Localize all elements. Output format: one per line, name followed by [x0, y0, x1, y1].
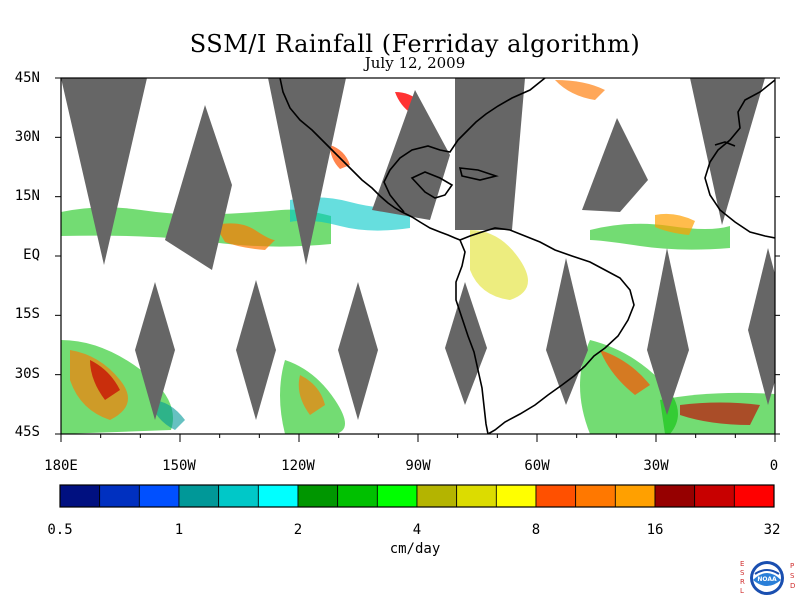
- colorbar-swatch: [733, 484, 775, 508]
- lat-label-45n: 45N: [14, 70, 40, 86]
- colorbar-swatch: [376, 484, 418, 508]
- lat-label-15n: 15N: [14, 188, 40, 204]
- logo-letter: S: [740, 569, 745, 577]
- colorbar-swatch: [138, 484, 180, 508]
- colorbar-swatch: [495, 484, 537, 508]
- colorbar-swatch: [535, 484, 577, 508]
- colorbar-swatch: [59, 484, 101, 508]
- colorbar-label-0-5: 0.5: [47, 522, 73, 538]
- logo-letter: E: [740, 560, 744, 568]
- rain-patches: [61, 80, 775, 434]
- map-date: July 12, 2009: [364, 54, 466, 72]
- colorbar: [59, 484, 775, 508]
- lat-label-45s: 45S: [14, 424, 40, 440]
- colorbar-swatch: [178, 484, 220, 508]
- axis-ticks: [55, 77, 780, 442]
- colorbar-swatch: [694, 484, 735, 508]
- colorbar-swatch: [614, 484, 656, 508]
- colorbar-swatch: [575, 484, 616, 508]
- logo-letter: P: [790, 562, 794, 570]
- colorbar-label-2: 2: [293, 522, 303, 538]
- coastlines: [279, 78, 775, 434]
- svg-text:NOAA: NOAA: [757, 576, 777, 583]
- logo-letter: S: [790, 572, 795, 580]
- map-title: SSM/I Rainfall (Ferriday algorithm): [189, 30, 641, 58]
- lon-label-180e: 180E: [44, 458, 78, 474]
- lon-label-90w: 90W: [405, 458, 431, 474]
- lat-label-15s: 15S: [14, 306, 40, 322]
- lon-label-0: 0: [769, 458, 779, 474]
- logo-letter: L: [740, 587, 744, 595]
- logo-letter: R: [740, 578, 745, 586]
- lon-label-150w: 150W: [162, 458, 196, 474]
- colorbar-units: cm/day: [389, 541, 441, 557]
- colorbar-swatch: [456, 484, 497, 508]
- colorbar-swatch: [337, 484, 378, 508]
- lat-label-30n: 30N: [14, 129, 40, 145]
- lon-label-120w: 120W: [281, 458, 315, 474]
- lon-label-30w: 30W: [643, 458, 669, 474]
- colorbar-swatch: [416, 484, 458, 508]
- colorbar-label-32: 32: [763, 522, 781, 538]
- colorbar-swatch: [654, 484, 696, 508]
- lat-label-30s: 30S: [14, 366, 40, 382]
- colorbar-label-1: 1: [174, 522, 184, 538]
- colorbar-label-8: 8: [531, 522, 541, 538]
- lon-label-60w: 60W: [524, 458, 550, 474]
- colorbar-label-4: 4: [412, 522, 422, 538]
- missing-swath-gaps: [61, 78, 775, 420]
- logo-letter: D: [790, 582, 795, 590]
- colorbar-swatch: [257, 484, 299, 508]
- colorbar-swatch: [99, 484, 140, 508]
- lat-label-eq: EQ: [23, 247, 40, 263]
- colorbar-swatch: [297, 484, 339, 508]
- colorbar-swatch: [218, 484, 259, 508]
- colorbar-frame: [59, 484, 775, 508]
- colorbar-label-16: 16: [646, 522, 664, 538]
